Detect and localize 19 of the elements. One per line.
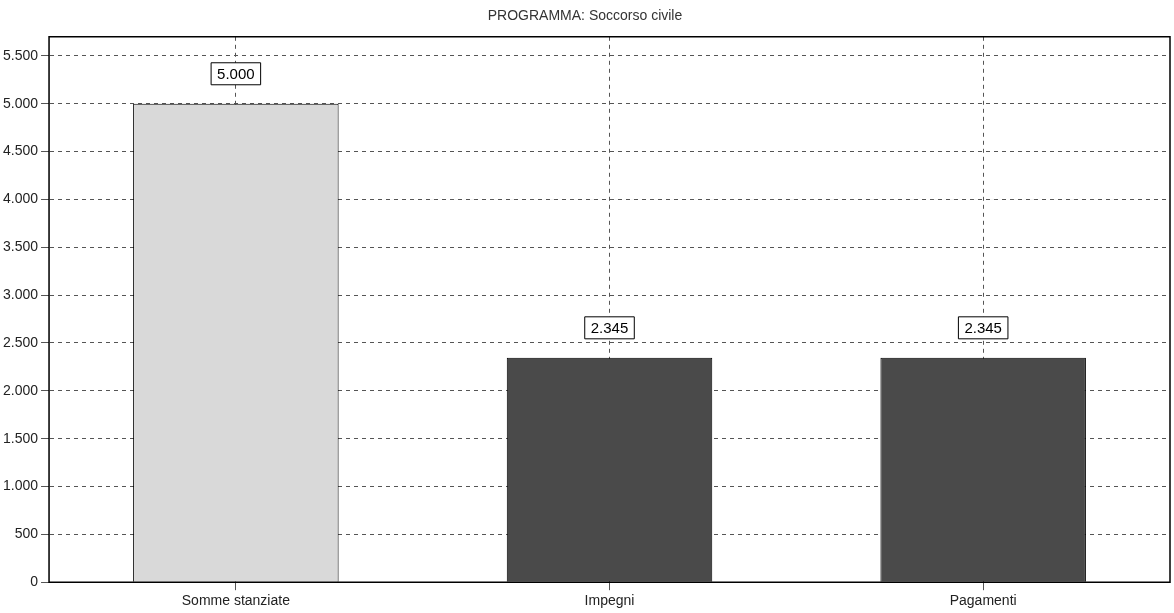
- y-tick-label: 2.500: [2, 333, 39, 350]
- y-tick-label: 4.000: [2, 190, 39, 207]
- x-tick-label: Pagamenti: [949, 592, 1017, 609]
- y-tick-label: 3.000: [2, 286, 39, 303]
- y-tick-label: 5.500: [2, 46, 39, 63]
- chart-title: PROGRAMMA: Soccorso civile: [487, 7, 683, 24]
- y-tick-label: 4.500: [2, 142, 39, 159]
- data-label: 5.000: [217, 64, 255, 82]
- data-label: 2.345: [590, 318, 629, 336]
- y-tick-label: 5.000: [2, 94, 39, 111]
- y-tick-label: 1.000: [2, 477, 39, 494]
- data-label: 2.345: [964, 318, 1002, 336]
- y-tick-label: 2.000: [2, 381, 39, 398]
- y-tick-label: 1.500: [2, 429, 39, 446]
- y-tick-label: 3.500: [2, 238, 39, 255]
- y-tick-label: 0: [30, 573, 39, 590]
- x-tick-label: Impegni: [584, 592, 635, 609]
- y-tick-label: 500: [14, 525, 39, 542]
- x-tick-label: Somme stanziate: [181, 592, 291, 609]
